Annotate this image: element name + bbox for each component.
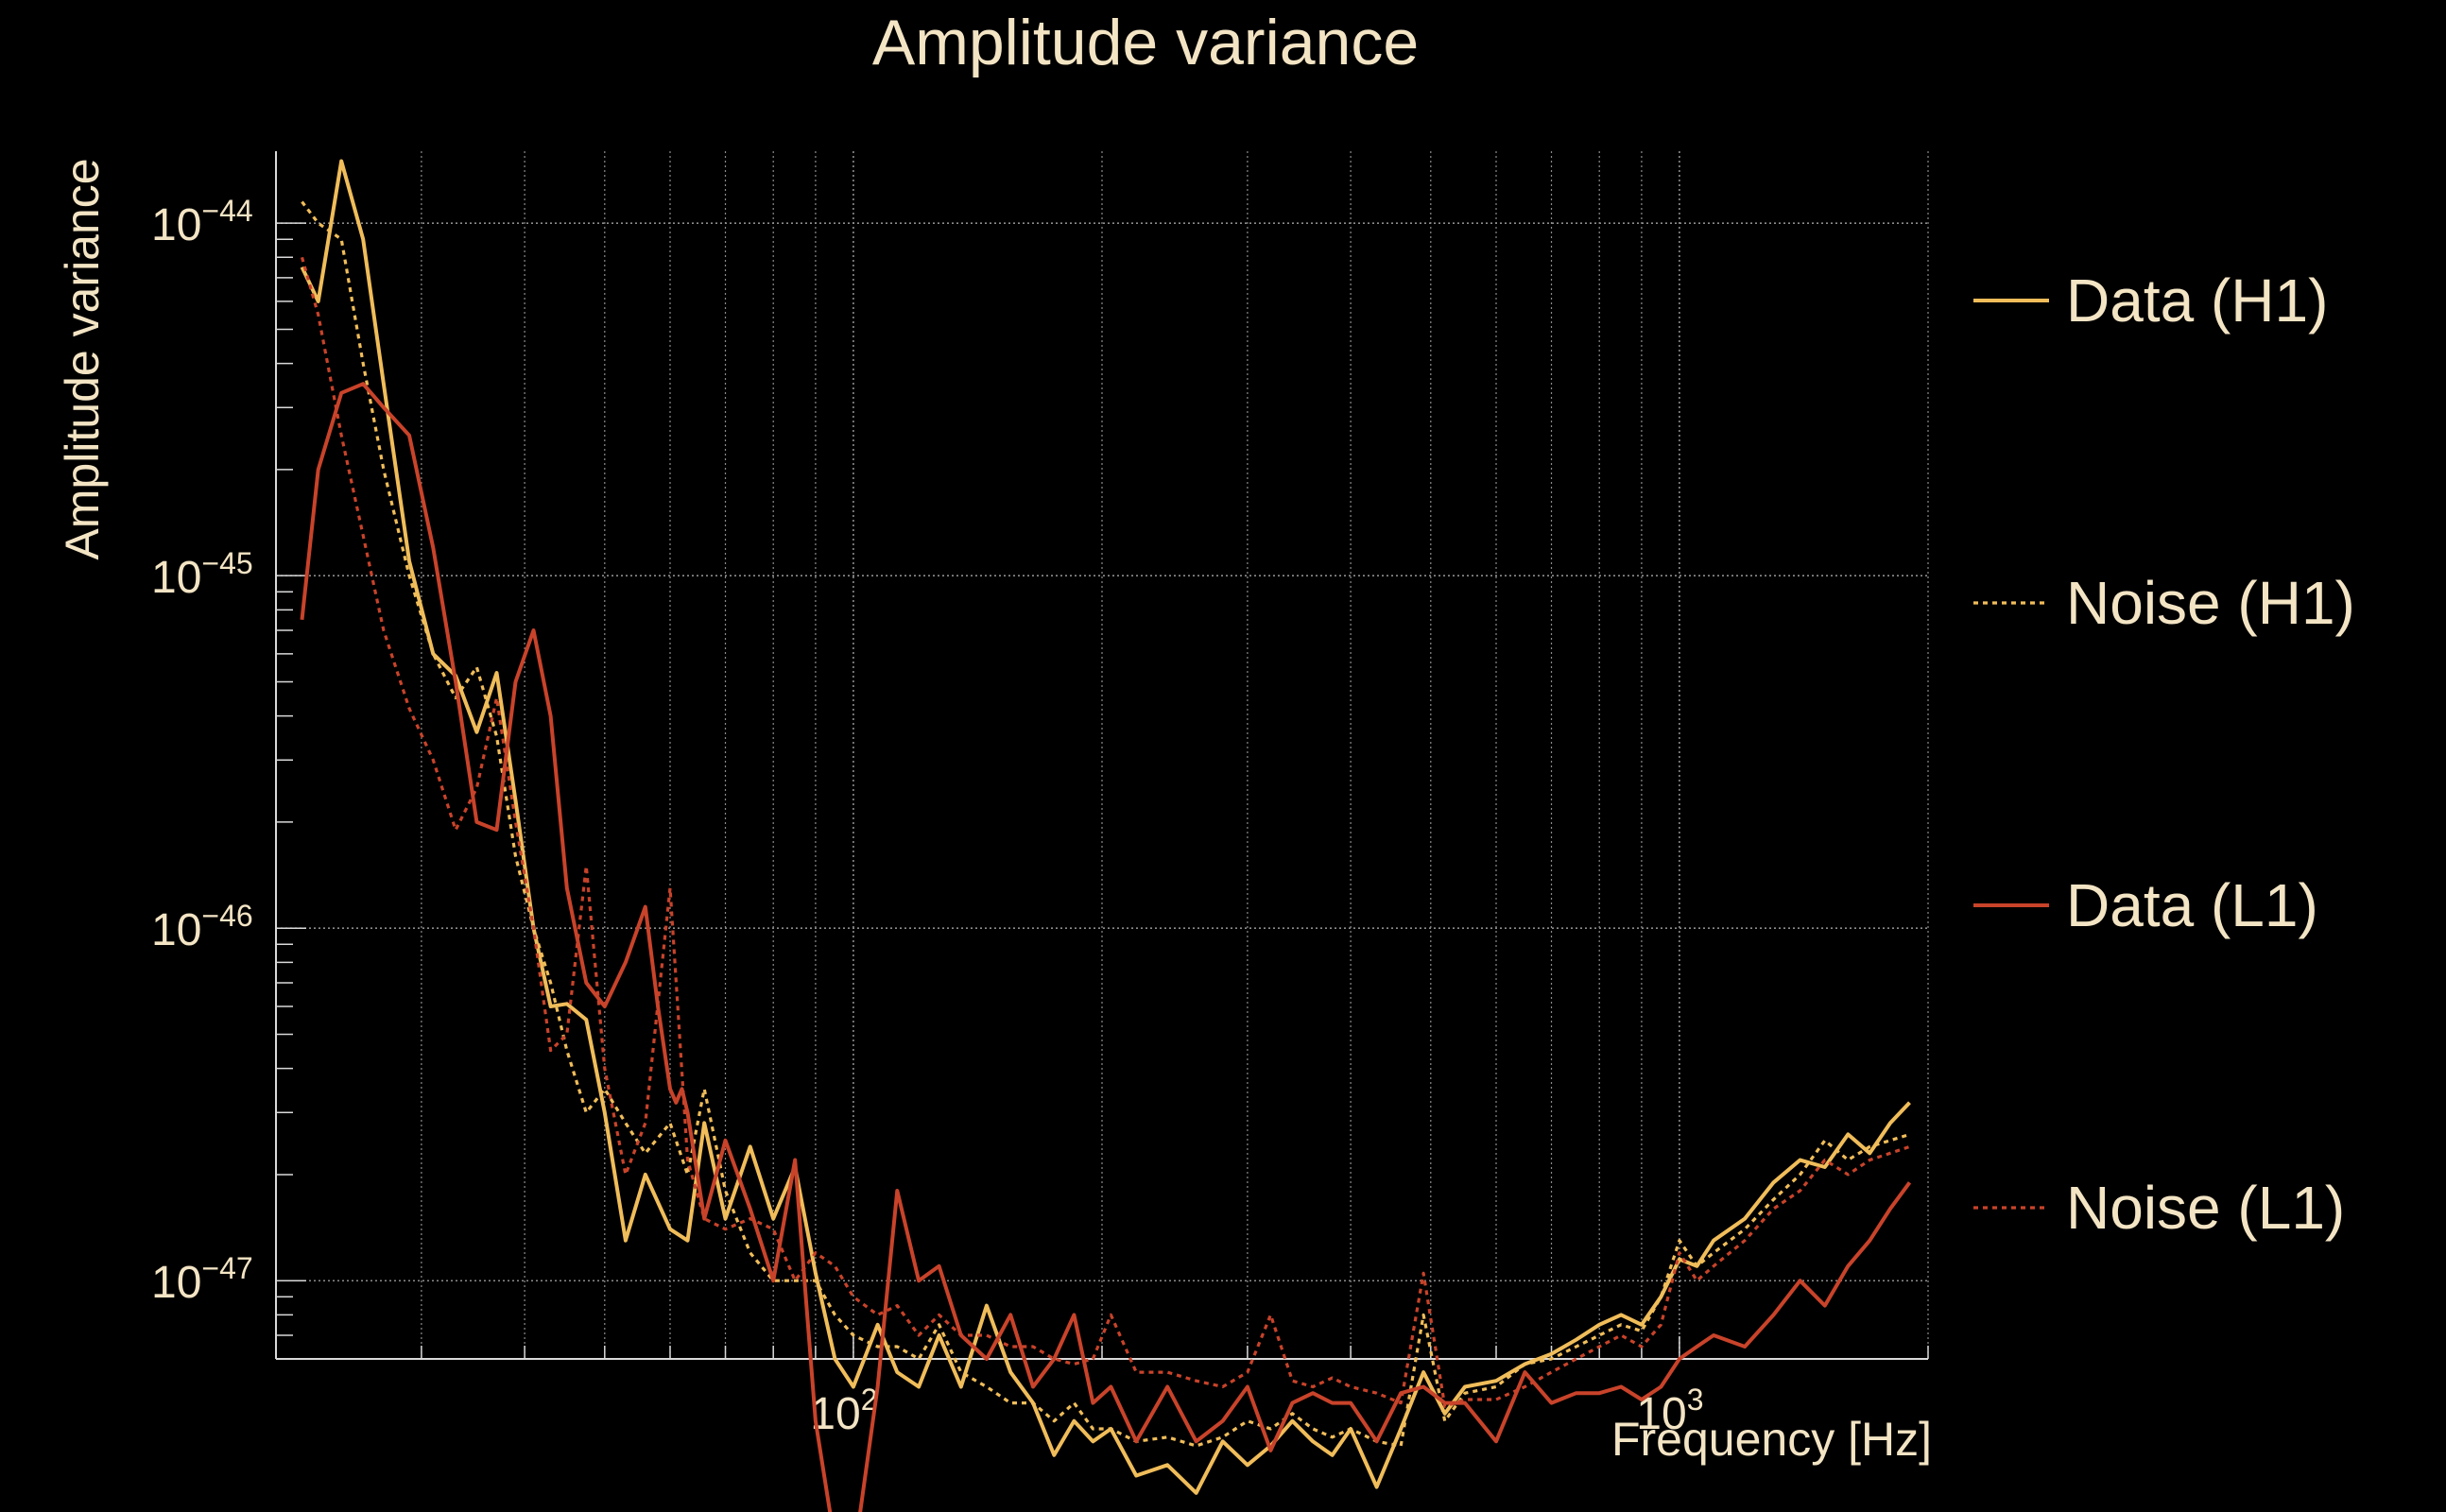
legend-label: Noise (L1) (2066, 1174, 2345, 1242)
legend-label: Noise (H1) (2066, 569, 2355, 637)
legend: Data (H1) Noise (H1) Data (L1) Noise (L1) (1973, 266, 2355, 1242)
y-axis-label: Amplitude variance (56, 158, 109, 559)
y-tick-label: 10−44 (151, 194, 253, 250)
series-group (300, 159, 1912, 1512)
series-line-1 (300, 159, 1911, 1495)
x-axis-label: Frequency [Hz] (1611, 1413, 1932, 1466)
legend-label: Data (L1) (2066, 871, 2318, 939)
chart-title: Amplitude variance (872, 7, 1419, 78)
grid (275, 151, 1929, 1359)
series-line-2 (301, 200, 1910, 1448)
legend-label: Data (H1) (2066, 266, 2328, 335)
y-tick-label: 10−46 (151, 899, 253, 955)
y-tick-label: 10−45 (151, 546, 253, 603)
y-tick-label: 10−47 (151, 1251, 253, 1308)
series-line-3 (300, 382, 1912, 1512)
